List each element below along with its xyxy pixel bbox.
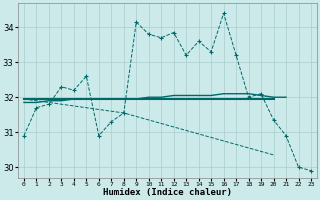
X-axis label: Humidex (Indice chaleur): Humidex (Indice chaleur) — [103, 188, 232, 197]
